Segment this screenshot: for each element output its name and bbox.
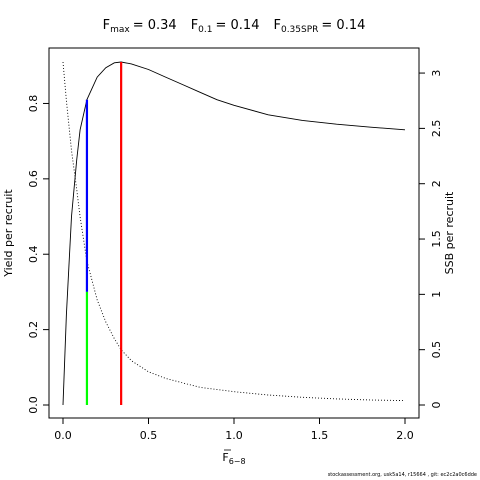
y-left-tick-label: 0.6 <box>27 170 40 188</box>
x-axis-title: F6−8 <box>222 449 246 466</box>
y-axis-left-title: Yield per recruit <box>2 189 15 278</box>
x-axis-title-subscript: 6−8 <box>229 457 246 466</box>
y-left-tick-label: 0.2 <box>27 321 40 339</box>
y-left-tick-label: 0.4 <box>27 245 40 263</box>
plot-frame <box>48 47 420 419</box>
ssb-per-recruit-curve <box>62 61 406 402</box>
x-tick-label: 1.5 <box>311 429 329 442</box>
footer-credit: stockassessment.org, usk5a14, r15664 , g… <box>327 472 477 478</box>
y-left-tick-label: 0.0 <box>27 396 40 414</box>
title-fmax-value: = 0.34 <box>133 18 177 33</box>
y-right-tick-label: 3 <box>430 70 443 77</box>
y-right-tick-label: 1 <box>430 291 443 298</box>
title-fmax-subscript: max <box>110 25 130 35</box>
chart-title: Fmax = 0.34 F0.1 = 0.14 F0.35SPR = 0.14 <box>103 18 366 35</box>
svg-text:F6−8: F6−8 <box>222 451 245 466</box>
title-fmax-symbol: F <box>103 18 110 33</box>
y-right-tick-label: 0 <box>430 402 443 409</box>
x-tick-label: 0.5 <box>140 429 158 442</box>
plot-content <box>62 61 406 406</box>
x-tick-label: 1.0 <box>225 429 243 442</box>
title-f01-subscript: 0.1 <box>198 25 212 35</box>
yield-per-recruit-curve <box>62 61 406 406</box>
y-right-tick-label: 2.5 <box>430 120 443 138</box>
y-right-tick-label: 2 <box>430 180 443 187</box>
title-fspr-value: = 0.14 <box>321 18 365 33</box>
y-axis-right-title: SSB per recruit <box>443 191 456 274</box>
x-axis-title-symbol: F <box>222 451 228 464</box>
title-fspr-symbol: F <box>273 18 280 33</box>
x-tick-label: 2.0 <box>396 429 414 442</box>
title-f01-value: = 0.14 <box>216 18 260 33</box>
y-right-tick-label: 0.5 <box>430 341 443 359</box>
x-tick-label: 0.0 <box>54 429 72 442</box>
y-right-tick-label: 1.5 <box>430 230 443 248</box>
axes: 0.0 0.5 1.0 1.5 2.0 0.0 0.2 0.4 0.6 0.8 0 0.5 1 1.5 2 2… <box>27 70 443 442</box>
title-fspr-subscript: 0.35SPR <box>281 25 318 35</box>
y-left-tick-label: 0.8 <box>27 95 40 113</box>
title-f01-symbol: F <box>191 18 198 33</box>
